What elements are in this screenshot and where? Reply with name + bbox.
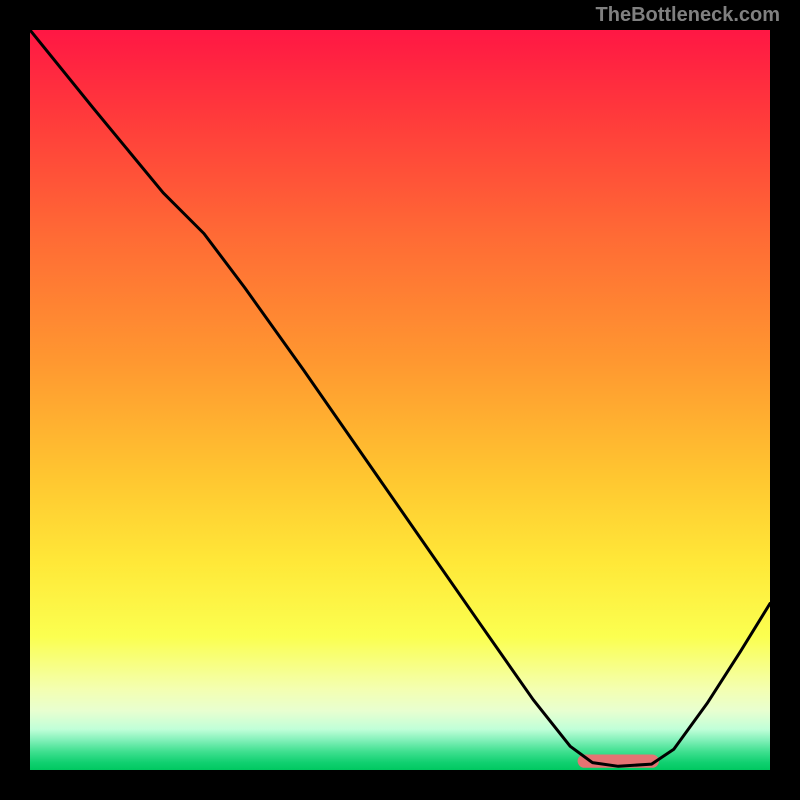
watermark-label: TheBottleneck.com bbox=[596, 4, 780, 27]
chart-svg bbox=[30, 30, 770, 770]
bottleneck-chart bbox=[30, 30, 770, 770]
gradient-background bbox=[30, 30, 770, 770]
